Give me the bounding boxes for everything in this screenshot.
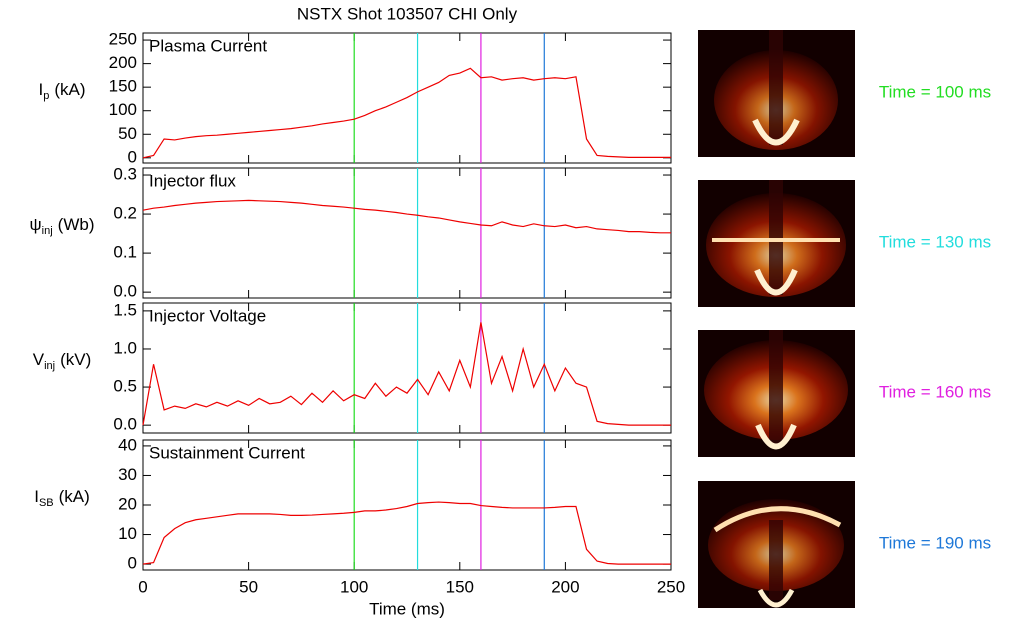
y-label-unit: (kA) <box>59 487 90 506</box>
y-tick-label: 1.5 <box>113 300 137 319</box>
x-tick-label: 150 <box>446 577 474 596</box>
y-tick-label: 200 <box>109 53 137 72</box>
data-line <box>142 67 671 159</box>
y-label-symbol: V <box>33 350 45 369</box>
frame-label: Time = 160 ms <box>879 382 991 401</box>
frame-label: Time = 130 ms <box>879 232 991 251</box>
series-label: Injector Voltage <box>149 306 266 325</box>
y-tick-label: 40 <box>118 435 137 454</box>
series-label: Injector flux <box>149 171 236 190</box>
y-tick-label: 30 <box>118 465 137 484</box>
y-tick-label: 0 <box>128 554 137 573</box>
x-tick-label: 200 <box>551 577 579 596</box>
x-tick-label: 250 <box>657 577 685 596</box>
y-tick-label: 0.2 <box>113 204 137 223</box>
y-axis-label: ψinj (Wb) <box>30 215 95 236</box>
data-line <box>142 501 671 565</box>
y-axis-label: ISB (kA) <box>34 487 90 508</box>
frame <box>698 481 855 608</box>
y-axis-label: Vinj (kV) <box>33 350 92 371</box>
y-label-symbol: I <box>38 80 43 99</box>
frame <box>698 30 855 157</box>
y-label-unit: (kA) <box>54 80 85 99</box>
data-line <box>142 322 671 426</box>
plot-frame <box>142 302 672 434</box>
data-line <box>142 199 671 234</box>
y-tick-label: 250 <box>109 30 137 49</box>
series-label: Plasma Current <box>149 36 267 55</box>
y-tick-label: 50 <box>118 124 137 143</box>
y-tick-label: 0.3 <box>113 165 137 184</box>
y-tick-label: 1.0 <box>113 338 137 357</box>
title: NSTX Shot 103507 CHI Only <box>297 4 518 23</box>
y-axis-label: Ip (kA) <box>38 80 85 101</box>
y-tick-label: 150 <box>109 77 137 96</box>
y-tick-label: 10 <box>118 524 137 543</box>
frame <box>698 330 855 457</box>
y-label-unit: (Wb) <box>58 215 95 234</box>
y-label-symbol: ψ <box>30 215 42 234</box>
x-tick-label: 100 <box>340 577 368 596</box>
y-tick-label: 100 <box>109 100 137 119</box>
plot-frame <box>142 32 672 164</box>
y-label-unit: (kV) <box>60 350 91 369</box>
y-label-sub: p <box>43 90 49 102</box>
x-tick-label: 50 <box>239 577 258 596</box>
series-label: Sustainment Current <box>149 443 305 462</box>
x-tick-label: 0 <box>138 577 147 596</box>
y-tick-label: 0.5 <box>113 377 137 396</box>
y-label-sub: SB <box>39 497 54 509</box>
frame <box>698 180 855 307</box>
frame-label: Time = 190 ms <box>879 533 991 552</box>
frame-label: Time = 100 ms <box>879 82 991 101</box>
y-tick-label: 20 <box>118 494 137 513</box>
y-tick-label: 0.1 <box>113 243 137 262</box>
y-label-symbol: I <box>34 487 39 506</box>
y-label-sub: inj <box>44 360 55 372</box>
y-tick-label: 0.0 <box>113 415 137 434</box>
y-tick-label: 0 <box>128 147 137 166</box>
camera-frames <box>698 30 855 608</box>
x-axis-label: Time (ms) <box>369 599 445 618</box>
y-label-sub: inj <box>42 225 53 237</box>
y-tick-label: 0.0 <box>113 282 137 301</box>
